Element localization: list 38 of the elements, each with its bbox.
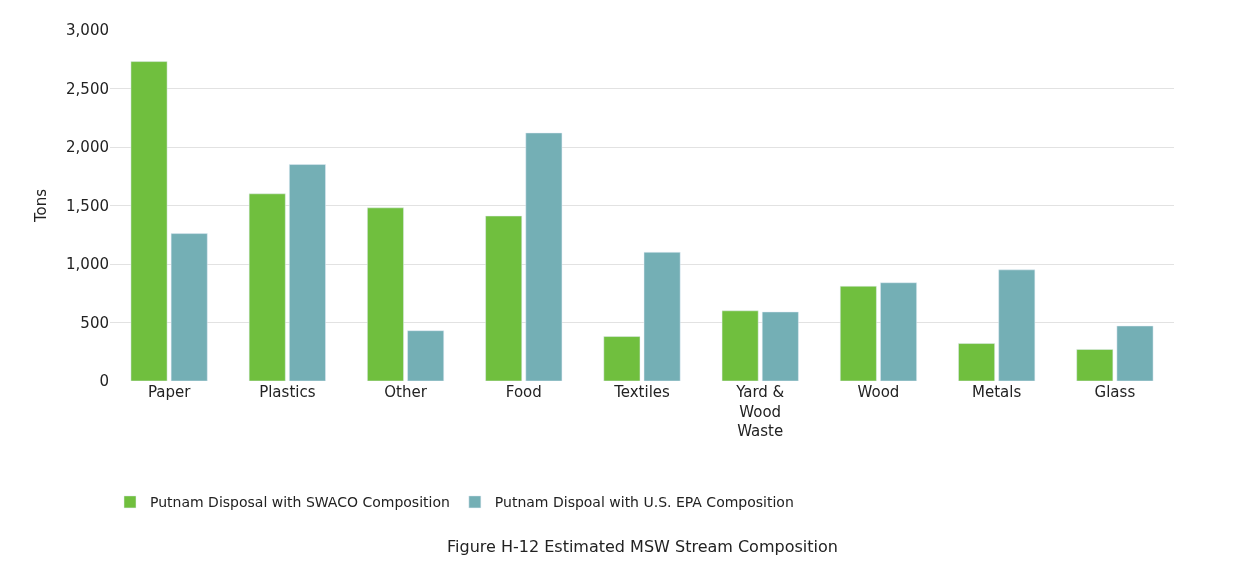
bar — [840, 285, 877, 381]
legend-label: Putnam Disposal with SWACO Composition — [150, 494, 450, 511]
legend-label: Putnam Dispoal with U.S. EPA Composition — [494, 494, 794, 511]
bar — [485, 215, 523, 381]
text: Figure H-12 Estimated MSW Stream Composition — [447, 537, 838, 556]
x-tick-label: Glass — [1094, 383, 1136, 401]
bar — [998, 269, 1036, 381]
x-tick-label: Textiles — [613, 383, 671, 401]
bar — [407, 330, 444, 381]
y-tick-label: 1,500 — [66, 196, 109, 215]
bar — [880, 282, 917, 381]
bar — [1116, 325, 1154, 381]
bar — [248, 193, 286, 381]
y-tick-label: 0 — [99, 372, 109, 391]
x-tick-label: Paper — [147, 383, 192, 401]
bar — [761, 311, 799, 381]
bar — [958, 343, 995, 381]
bar — [1076, 349, 1114, 381]
bar — [289, 164, 326, 381]
bar — [643, 252, 681, 381]
y-tick-label: 2,500 — [66, 79, 109, 98]
bar — [170, 233, 208, 381]
y-axis-title: Tons — [32, 188, 51, 224]
y-tick-label: 1,000 — [66, 255, 109, 274]
y-tick-label: 3,000 — [66, 21, 109, 40]
y-tick-label: 2,000 — [66, 138, 109, 157]
bar — [603, 336, 641, 381]
bar — [367, 207, 404, 381]
x-tick-label: Other — [384, 383, 428, 401]
bar — [130, 61, 168, 381]
x-tick-label: Food — [505, 383, 542, 401]
bar — [525, 132, 563, 381]
y-tick-label: 500 — [80, 313, 109, 332]
x-tick-label: Plastics — [259, 383, 316, 401]
bar — [721, 310, 759, 381]
x-tick-label: Metals — [972, 383, 1022, 401]
x-tick-label: Wood — [857, 383, 900, 401]
x-tick-label: Yard & Wood Waste — [735, 383, 785, 440]
